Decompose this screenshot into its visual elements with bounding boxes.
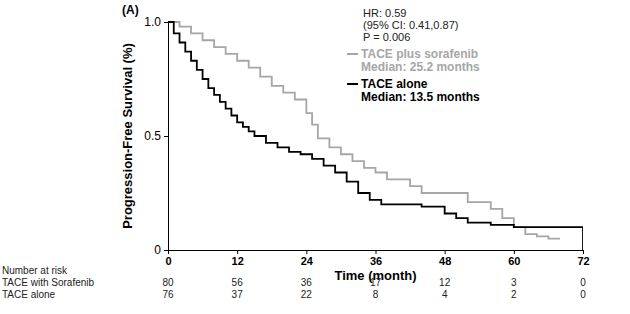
- x-tick: 12: [232, 250, 244, 267]
- risk-value: 8: [373, 289, 379, 300]
- risk-value: 4: [442, 289, 448, 300]
- risk-row-name: TACE alone: [2, 289, 56, 300]
- median-label: Median: 13.5 months: [361, 90, 480, 104]
- x-tick-label: 36: [370, 255, 382, 267]
- x-tick-mark: [168, 250, 169, 254]
- x-tick-label: 24: [301, 255, 314, 267]
- risk-value: 76: [162, 289, 174, 300]
- annotation: HR: 0.59: [363, 7, 406, 19]
- y-tick: 0.5: [144, 129, 168, 143]
- annotation: (95% CI: 0.41,0.87): [363, 19, 458, 31]
- y-axis: 0 0.5 1.0: [144, 15, 168, 257]
- risk-value: 22: [301, 289, 313, 300]
- x-tick-label: 12: [232, 255, 244, 267]
- y-tick-label: 0.5: [144, 129, 161, 143]
- legend: TACE plus sorafenibMedian: 25.2 months TA…: [347, 47, 480, 104]
- median-label: Median: 25.2 months: [361, 60, 480, 74]
- survival-line: [168, 22, 560, 239]
- risk-value: 3: [511, 277, 517, 288]
- legend-entry: TACE alone: [361, 77, 428, 91]
- risk-value: 36: [301, 277, 313, 288]
- x-tick-mark: [445, 250, 446, 254]
- x-tick-mark: [376, 250, 377, 254]
- legend-entry: TACE plus sorafenib: [361, 47, 478, 61]
- y-axis-line: [164, 23, 169, 251]
- y-tick-label: 1.0: [144, 15, 161, 29]
- risk-value: 2: [511, 289, 517, 300]
- x-tick: 60: [508, 250, 520, 267]
- y-tick-mark: [164, 136, 168, 137]
- risk-table-title: Number at risk: [2, 265, 68, 276]
- x-tick: 48: [439, 250, 451, 267]
- x-tick-label: 48: [439, 255, 451, 267]
- x-tick-mark: [514, 250, 515, 254]
- risk-value: 12: [439, 277, 451, 288]
- risk-value: 0: [580, 277, 586, 288]
- title: (A): [122, 3, 139, 17]
- risk-value: 56: [232, 277, 244, 288]
- risk-value: 0: [580, 289, 586, 300]
- y-axis-label: Progression-Free Survival (%): [120, 43, 135, 229]
- risk-value: 80: [162, 277, 174, 288]
- x-tick-label: 0: [165, 255, 171, 267]
- x-tick-mark: [237, 250, 238, 254]
- x-tick: 36: [370, 250, 382, 267]
- y-tick-mark: [164, 250, 168, 251]
- y-tick-label: 0: [154, 243, 161, 257]
- y-tick: 1.0: [144, 15, 168, 29]
- legend-swatch: [347, 53, 358, 55]
- x-tick-mark: [583, 250, 584, 254]
- x-tick: 72: [577, 250, 589, 267]
- risk-value: 17: [370, 277, 382, 288]
- x-tick: 0: [165, 250, 171, 267]
- x-tick-label: 72: [577, 255, 589, 267]
- survival-line: [168, 22, 583, 250]
- risk-row-name: TACE with Sorafenib: [2, 277, 95, 288]
- x-tick-mark: [306, 250, 307, 254]
- chart: 00.51.00122436486072(A)Progression-Free …: [0, 0, 630, 314]
- risk-value: 37: [232, 289, 244, 300]
- x-axis: 0 12 24 36 48 60 72: [165, 250, 589, 267]
- y-tick-mark: [164, 22, 168, 23]
- risk-table: Number at riskTACE with Sorafenib8056361…: [2, 265, 586, 300]
- legend-swatch: [347, 83, 358, 85]
- x-tick: 24: [301, 250, 314, 267]
- x-tick-label: 60: [508, 255, 520, 267]
- x-axis-line: [169, 251, 584, 255]
- annotation: P = 0.006: [363, 31, 410, 43]
- plot-area: [168, 22, 583, 250]
